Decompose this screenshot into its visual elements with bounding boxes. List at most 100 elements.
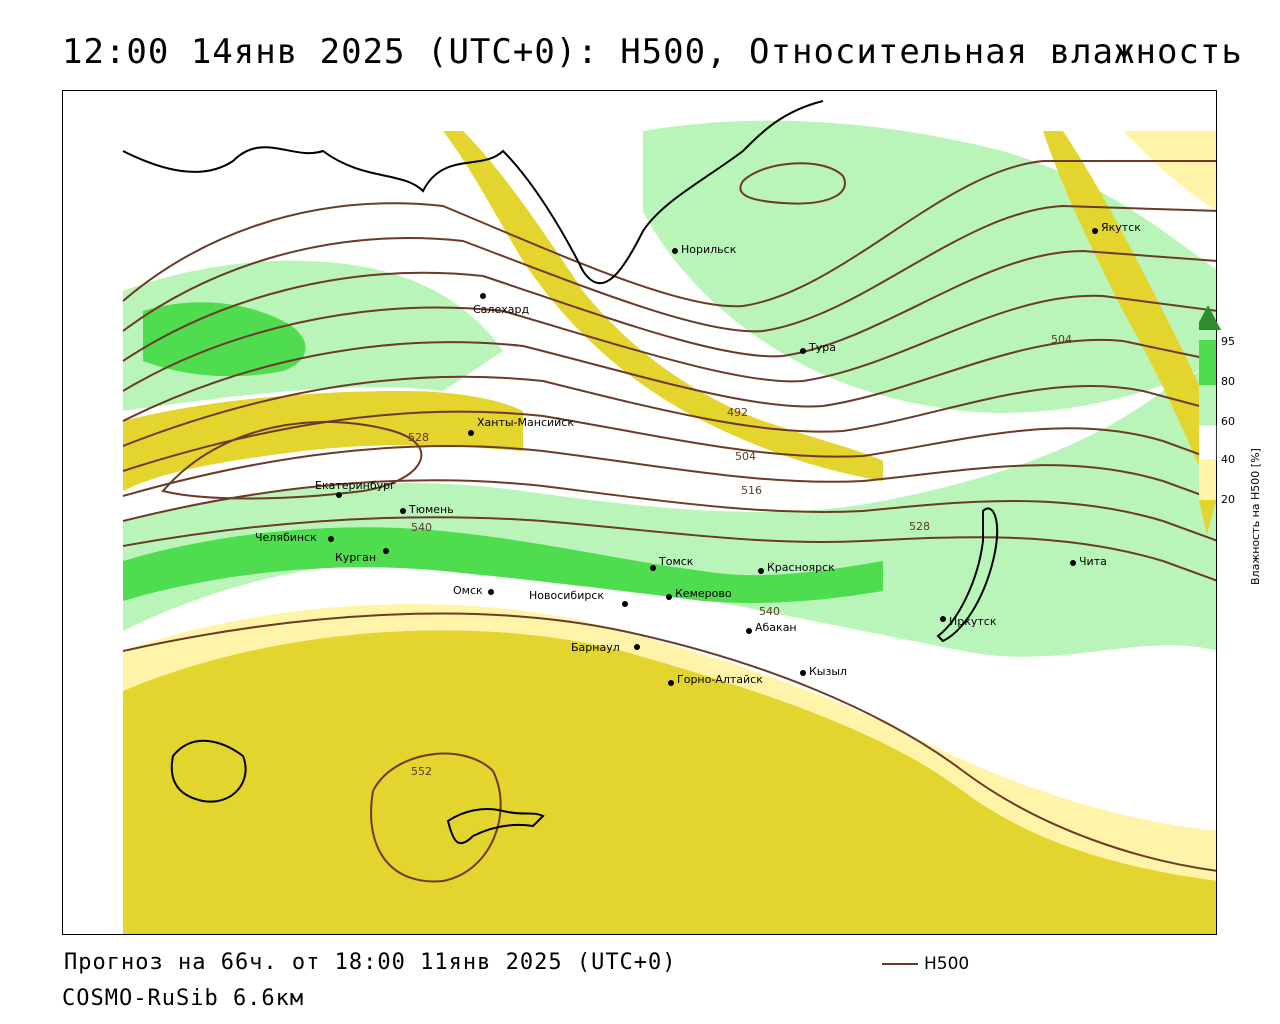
dry-band-east	[1043, 131, 1216, 507]
city-salekhard[interactable]: Салехард	[473, 293, 529, 316]
coastlines	[122, 100, 999, 845]
city-label: Барнаул	[571, 641, 620, 654]
isoline	[122, 445, 1216, 502]
city-dot	[672, 248, 678, 254]
isoline	[122, 410, 1216, 472]
chart-title: 12:00 14янв 2025 (UTC+0): H500, Относите…	[62, 32, 1243, 72]
city-dot	[336, 492, 342, 498]
colorbar-top-arrow	[1199, 305, 1221, 330]
moist-core-northwest	[143, 302, 306, 377]
legend: H500	[882, 954, 969, 974]
city-dot	[328, 536, 334, 542]
isoline-label: 540	[411, 521, 432, 534]
city-dot	[400, 508, 406, 514]
city-tura[interactable]: Тура	[800, 341, 836, 354]
city-dot	[468, 430, 474, 436]
isoline-label: 492	[727, 406, 748, 419]
dry-band-north	[443, 131, 883, 481]
isoline-closed-north	[739, 162, 846, 205]
isoline-west	[161, 420, 423, 500]
legend-line-swatch	[882, 963, 918, 965]
isoline	[122, 204, 1216, 333]
city-gorno-altaysk[interactable]: Горно-Алтайск	[668, 673, 763, 686]
colorbar-title: Влажность на H500 [%]	[1249, 448, 1262, 585]
dry-zone-south	[123, 630, 1216, 934]
city-krasnoyarsk[interactable]: Красноярск	[758, 561, 835, 574]
city-kurgan[interactable]: Курган	[335, 548, 389, 564]
isoline	[122, 479, 1216, 542]
city-chita[interactable]: Чита	[1070, 555, 1107, 568]
city-dot	[1092, 228, 1098, 234]
coastline-north	[122, 100, 824, 285]
isoline	[122, 516, 1216, 582]
city-tyumen[interactable]: Тюмень	[400, 503, 454, 516]
h500-isolines	[122, 160, 1216, 883]
city-dot	[383, 548, 389, 554]
city-dot	[666, 594, 672, 600]
city-yekaterinburg[interactable]: Екатеринбург	[315, 479, 396, 498]
city-label: Тура	[808, 341, 836, 354]
city-label: Ханты-Мансийск	[477, 416, 574, 429]
dry-patch-northeast	[1123, 131, 1216, 210]
city-norilsk[interactable]: Норильск	[672, 243, 737, 256]
city-label: Курган	[335, 551, 376, 564]
colorbar-swatch-40	[1199, 424, 1217, 461]
city-khanty-mansiysk[interactable]: Ханты-Мансийск	[468, 416, 574, 436]
city-label: Челябинск	[255, 531, 317, 544]
city-abakan[interactable]: Абакан	[746, 621, 797, 634]
colorbar-tick: 40	[1221, 453, 1235, 466]
colorbar-bottom-arrow	[1199, 500, 1216, 535]
isoline-label: 504	[1051, 333, 1072, 346]
moist-band-core	[123, 527, 883, 603]
colorbar-swatch-60	[1199, 385, 1216, 425]
city-kemerovo[interactable]: Кемерово	[666, 587, 732, 600]
city-barnaul[interactable]: Барнаул	[571, 641, 640, 654]
city-tomsk[interactable]: Томск	[650, 555, 694, 571]
city-chelyabinsk[interactable]: Челябинск	[255, 531, 334, 544]
isoline	[122, 160, 1216, 308]
city-kyzyl[interactable]: Кызыл	[800, 665, 847, 678]
isoline-label: 516	[741, 484, 762, 497]
isoline-closed-south	[370, 752, 502, 883]
city-irkutsk[interactable]: Иркутск	[940, 615, 997, 628]
city-label: Салехард	[473, 303, 529, 316]
legend-label: H500	[924, 954, 970, 974]
city-label: Чита	[1079, 555, 1107, 568]
lake-baikal	[936, 507, 999, 643]
isoline	[122, 375, 1216, 447]
colorbar-swatch-20	[1199, 460, 1216, 500]
isoline-label: 528	[408, 431, 429, 444]
city-dot	[758, 568, 764, 574]
model-name: COSMO-RuSib 6.6км	[62, 986, 305, 1011]
isoline-south	[122, 612, 1216, 872]
isoline	[122, 294, 1216, 392]
isoline	[122, 249, 1216, 362]
city-dot	[650, 565, 656, 571]
dry-band-west	[123, 391, 523, 491]
isoline-labels: 504 492 504 516 528 528 540 540 552	[408, 333, 1072, 778]
city-dot	[668, 680, 674, 686]
city-markers: Якутск Норильск Салехард Тура Ханты-Манс…	[255, 221, 1141, 686]
forecast-info: Прогноз на 66ч. от 18:00 11янв 2025 (UTC…	[64, 950, 677, 975]
city-dot	[1070, 560, 1076, 566]
city-label: Екатеринбург	[315, 479, 396, 492]
isoline-label: 540	[759, 605, 780, 618]
city-label: Омск	[453, 584, 483, 597]
city-dot	[622, 601, 628, 607]
isoline-label: 504	[735, 450, 756, 463]
city-dot	[940, 616, 946, 622]
city-novosibirsk[interactable]: Новосибирск	[529, 589, 628, 607]
isoline	[122, 338, 1216, 422]
city-dot	[480, 293, 486, 299]
colorbar-tick: 20	[1221, 493, 1235, 506]
city-yakutsk[interactable]: Якутск	[1092, 221, 1141, 234]
forecast-map[interactable]: Якутск Норильск Салехард Тура Ханты-Манс…	[62, 90, 1217, 935]
city-label: Горно-Алтайск	[677, 673, 763, 686]
city-label: Кемерово	[675, 587, 732, 600]
map-canvas: Якутск Норильск Салехард Тура Ханты-Манс…	[122, 100, 1216, 934]
city-label: Тюмень	[408, 503, 454, 516]
isoline-label: 528	[909, 520, 930, 533]
city-omsk[interactable]: Омск	[453, 584, 494, 597]
colorbar-tick: 80	[1221, 375, 1235, 388]
city-label: Абакан	[755, 621, 797, 634]
